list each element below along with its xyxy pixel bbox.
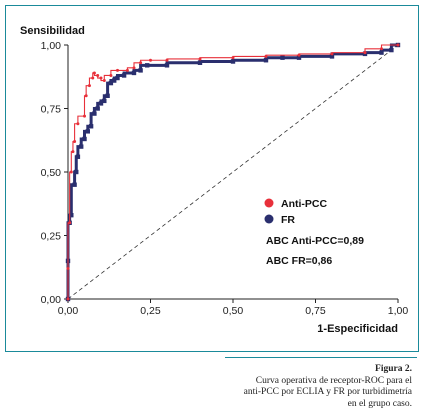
data-point-anti-pcc: [92, 71, 96, 75]
data-point-anti-pcc: [149, 58, 152, 62]
data-point-fr: [389, 47, 394, 53]
data-point-anti-pcc: [198, 57, 202, 61]
data-point-fr: [115, 75, 120, 81]
data-point-fr: [131, 70, 137, 76]
data-point-anti-pcc: [165, 58, 169, 62]
data-point-fr: [108, 80, 114, 86]
data-point-fr: [72, 182, 77, 187]
data-point-anti-pcc: [83, 114, 86, 118]
caption-line: anti-PCC por ECLIA y FR por turbidimetrí…: [243, 387, 412, 397]
legend-label-anti-pcc: Anti-PCC: [281, 198, 327, 210]
x-tick-label: 0,00: [58, 305, 79, 317]
data-point-fr: [79, 144, 84, 149]
data-point-fr: [379, 50, 384, 55]
data-point-anti-pcc: [109, 73, 113, 77]
data-point-fr: [82, 136, 87, 142]
data-point-anti-pcc: [84, 94, 88, 98]
chart-frame: 0,00 0,25 0,50 0,75 1,00 0,00 0,25 0,50 0,75 1,00…: [5, 5, 419, 352]
data-point-anti-pcc: [297, 53, 301, 57]
data-point-anti-pcc: [69, 170, 73, 174]
data-point-fr: [197, 60, 203, 65]
x-tick-label: 0,50: [223, 305, 244, 317]
y-tick-label: 0,50: [41, 167, 62, 179]
data-point-fr: [230, 59, 236, 64]
x-axis-title: 1-Especificidad: [317, 323, 398, 335]
data-point-fr: [75, 154, 81, 159]
caption-title: Figura 2.: [375, 364, 412, 374]
data-point-fr: [121, 73, 127, 78]
data-point-anti-pcc: [66, 297, 70, 301]
data-point-anti-pcc: [380, 47, 383, 51]
data-point-anti-pcc: [102, 79, 106, 83]
y-tick-label: 1,00: [41, 40, 62, 52]
data-point-anti-pcc: [71, 150, 75, 154]
legend-swatch-anti-pcc: [264, 198, 274, 208]
legend-swatch-fr: [264, 214, 274, 224]
y-tick-label: 0,75: [41, 104, 62, 116]
data-point-anti-pcc: [125, 68, 129, 72]
data-point-fr: [95, 106, 100, 111]
data-point-fr: [138, 68, 143, 73]
data-point-fr: [263, 58, 269, 63]
data-point-anti-pcc: [76, 122, 80, 126]
data-point-anti-pcc: [91, 76, 95, 80]
data-point-anti-pcc: [363, 51, 367, 55]
auc-annotation-fr: ABC FR=0,86: [266, 255, 332, 267]
auc-annotation-anti-pcc: ABC Anti-PCC=0,89: [266, 235, 364, 247]
y-tick-label: 0,25: [41, 231, 62, 243]
caption-line: Curva operativa de receptor-ROC para el: [255, 375, 412, 386]
y-axis-title: Sensibilidad: [20, 25, 85, 37]
x-tick-label: 0,25: [140, 305, 161, 317]
data-point-fr: [88, 124, 94, 129]
data-point-fr: [164, 63, 170, 68]
caption-line: en el grupo caso.: [347, 398, 412, 409]
data-point-fr: [280, 55, 285, 60]
roc-chart: 0,00 0,25 0,50 0,75 1,00 0,00 0,25 0,50 0,75 1,00…: [20, 25, 409, 335]
data-point-anti-pcc: [132, 66, 136, 70]
y-tick-label: 0,00: [41, 294, 62, 306]
data-point-anti-pcc: [87, 84, 91, 88]
data-point-anti-pcc: [396, 43, 400, 47]
data-point-fr: [296, 55, 302, 60]
data-point-anti-pcc: [73, 140, 77, 144]
data-point-anti-pcc: [231, 56, 235, 60]
data-point-anti-pcc: [66, 267, 70, 271]
data-point-anti-pcc: [68, 221, 72, 225]
x-tick-label: 1,00: [388, 305, 409, 317]
data-point-fr: [105, 93, 110, 98]
figure-caption: Figura 2. Curva operativa de receptor-RO…: [152, 364, 412, 410]
data-point-anti-pcc: [116, 68, 119, 72]
data-point-anti-pcc: [99, 76, 103, 80]
data-point-anti-pcc: [330, 52, 334, 56]
legend-label-fr: FR: [281, 214, 295, 226]
data-point-fr: [329, 54, 335, 59]
data-point-anti-pcc: [96, 73, 100, 77]
data-point-fr: [92, 111, 97, 116]
data-point-fr: [145, 63, 150, 68]
data-point-anti-pcc: [264, 54, 268, 58]
data-point-fr: [69, 212, 74, 218]
data-point-fr: [85, 129, 90, 134]
x-tick-label: 0,75: [305, 305, 326, 317]
data-point-fr: [102, 98, 107, 104]
reference-diagonal: [67, 44, 399, 300]
data-point-fr: [98, 101, 104, 106]
data-point-fr: [74, 169, 79, 175]
data-point-anti-pcc: [139, 61, 143, 65]
data-point-fr: [112, 78, 117, 83]
caption-divider: [225, 357, 417, 358]
